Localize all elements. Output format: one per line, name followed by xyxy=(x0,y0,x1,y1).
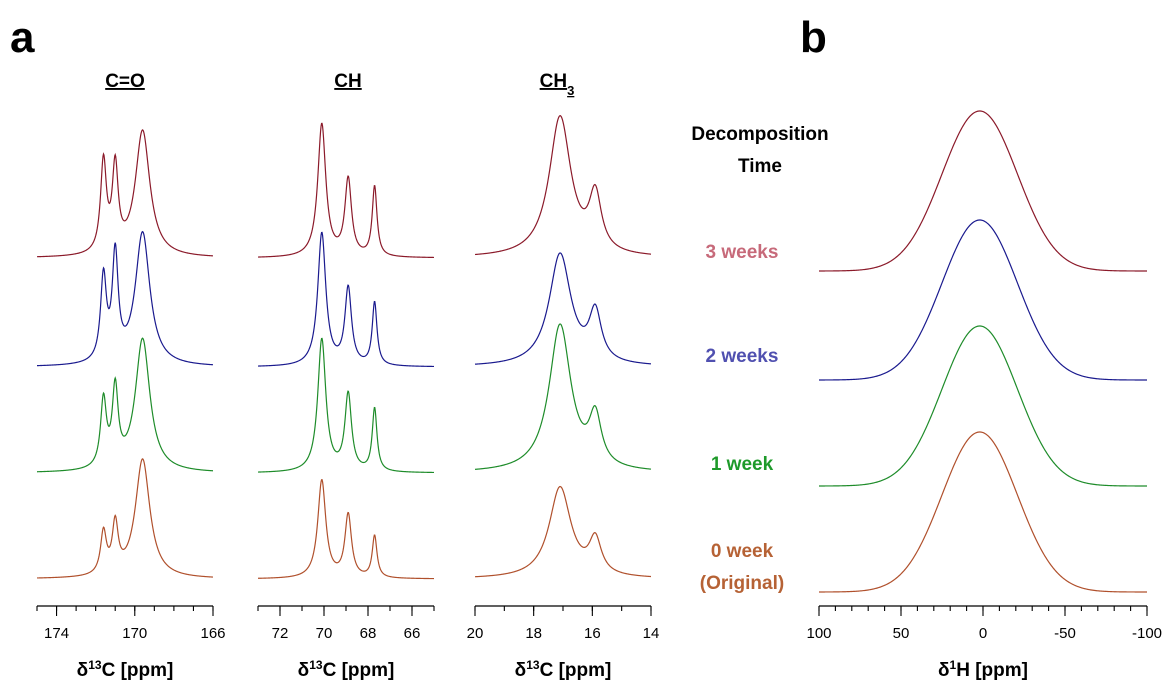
spectrum-line-2-weeks xyxy=(257,231,434,368)
tick-label: -50 xyxy=(1054,625,1076,642)
spectrum-line-2-weeks xyxy=(474,252,652,365)
x-axis-title: δ13C [ppm] xyxy=(515,658,612,681)
tick-label: 70 xyxy=(316,625,333,642)
time-label-2-weeks: 2 weeks xyxy=(706,346,779,367)
spectrum-line-0-week xyxy=(257,479,435,580)
spectrum-line-3-weeks xyxy=(257,122,435,259)
spectrum-column-3: CH3 20 18 16 14 δ13C [ppm] xyxy=(467,71,660,681)
spectrum-column-4: 100 50 0 -50 -100 δ1H [ppm] xyxy=(806,110,1162,681)
spectrum-line-0-week xyxy=(819,431,1147,593)
tick-label: 66 xyxy=(404,625,421,642)
tick-label: 0 xyxy=(979,625,987,642)
tick-label: 72 xyxy=(272,625,289,642)
spectrum-column-1: C=O 174 170 166 δ13C [ppm] xyxy=(36,71,226,681)
tick-label: 100 xyxy=(806,625,831,642)
column-title: C=O xyxy=(105,71,145,92)
tick-label: 170 xyxy=(122,625,147,642)
column-title: CH3 xyxy=(540,71,575,98)
tick-label: 50 xyxy=(893,625,910,642)
legend-header-line2: Time xyxy=(738,156,782,177)
spectrum-line-1-week xyxy=(474,323,652,470)
tick-label: 174 xyxy=(44,625,69,642)
legend-header-line1: Decomposition xyxy=(691,124,828,145)
tick-label: 18 xyxy=(525,625,542,642)
spectrum-column-2: CH 72 70 68 66 δ13C [ppm] xyxy=(257,71,435,681)
spectra-plots: C=O 174 170 166 δ13C [ppm] CH 72 70 68 66 δ13C [pp… xyxy=(36,71,1162,681)
tick-label: 20 xyxy=(467,625,484,642)
spectrum-line-3-weeks xyxy=(819,110,1147,272)
spectrum-line-0-week xyxy=(474,485,652,578)
tick-label: 166 xyxy=(200,625,225,642)
spectrum-line-1-week xyxy=(819,325,1147,487)
tick-label: 68 xyxy=(360,625,377,642)
tick-label: -100 xyxy=(1132,625,1162,642)
tick-label: 14 xyxy=(643,625,660,642)
x-axis-title: δ13C [ppm] xyxy=(298,658,395,681)
spectrum-line-3-weeks xyxy=(36,129,214,258)
tick-label: 16 xyxy=(584,625,601,642)
time-label-3-weeks: 3 weeks xyxy=(706,242,779,263)
spectrum-line-1-week xyxy=(36,337,214,473)
spectrum-line-1-week xyxy=(257,337,434,474)
time-label-0-week: (Original) xyxy=(700,573,784,594)
x-axis-title: δ13C [ppm] xyxy=(77,658,174,681)
column-title: CH xyxy=(334,71,361,92)
decomposition-time-legend: Decomposition Time 3 weeks 2 weeks 1 week 0… xyxy=(691,124,828,594)
time-label-0-week: 0 week xyxy=(711,541,774,562)
panel-letter-b: b xyxy=(800,13,827,62)
panel-letter-a: a xyxy=(10,13,35,62)
spectrum-line-2-weeks xyxy=(36,230,214,367)
spectrum-line-0-week xyxy=(36,458,214,579)
spectrum-line-3-weeks xyxy=(474,115,652,256)
spectrum-line-2-weeks xyxy=(819,219,1147,381)
x-axis-title: δ1H [ppm] xyxy=(938,658,1028,681)
time-label-1-week: 1 week xyxy=(711,454,774,475)
